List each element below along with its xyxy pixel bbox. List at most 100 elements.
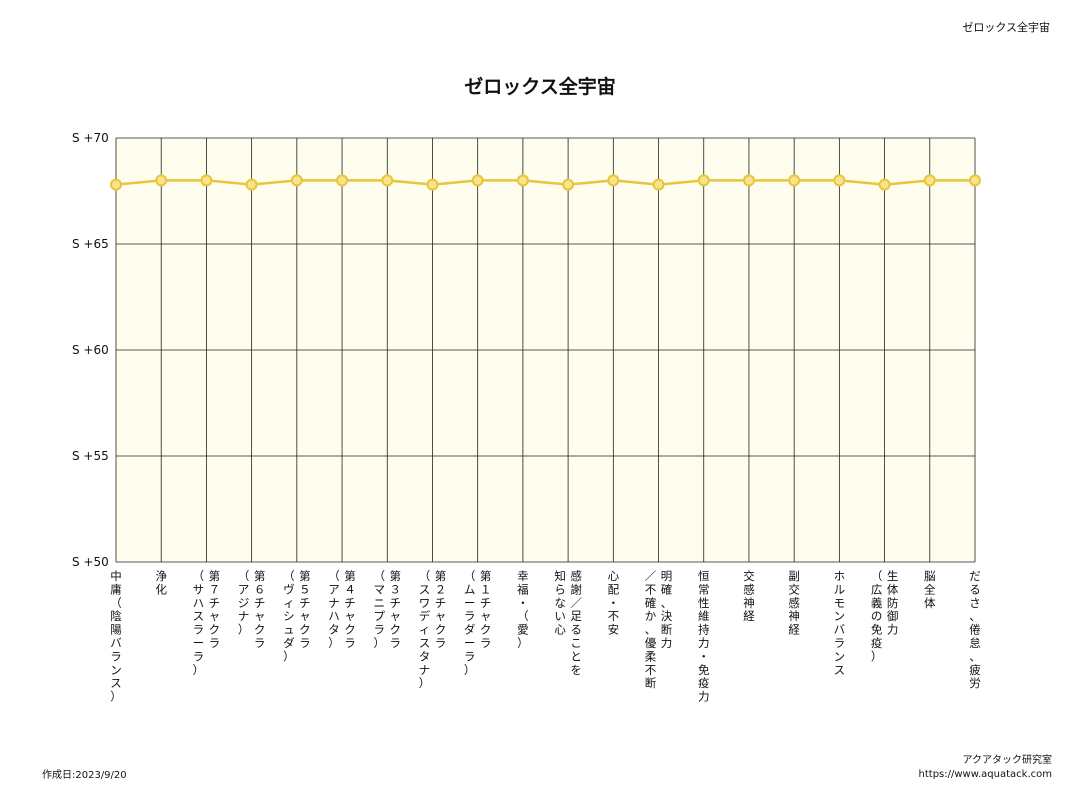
x-tick-char: ラ xyxy=(299,636,311,650)
x-tick-char: ／ xyxy=(645,569,657,583)
x-tick-char: サ xyxy=(193,582,205,596)
data-point xyxy=(426,178,439,191)
data-point xyxy=(652,178,665,191)
x-tick-char: ナ xyxy=(419,663,431,677)
x-tick-char: チ xyxy=(435,596,447,610)
x-tick-char: ラ xyxy=(254,636,266,650)
x-tick-char: 力 xyxy=(698,690,710,704)
data-point xyxy=(200,174,213,187)
x-tick-char: マ xyxy=(374,582,386,596)
x-tick-char: ク xyxy=(254,623,266,637)
x-tick-char: 不 xyxy=(608,609,620,623)
x-tick-char: チ xyxy=(254,596,266,610)
data-point xyxy=(245,178,258,191)
x-tick-char: ム xyxy=(464,582,476,596)
x-tick-char: 経 xyxy=(788,623,800,637)
y-tick-label: S +55 xyxy=(72,449,109,463)
x-tick-char: （ xyxy=(238,569,250,583)
data-point xyxy=(110,178,122,191)
data-point xyxy=(878,178,891,191)
x-tick-char: を xyxy=(570,663,582,677)
x-tick-char: ク xyxy=(299,623,311,637)
x-tick-char: ラ xyxy=(193,623,205,637)
x-tick-char: ン xyxy=(834,649,846,663)
x-tick-char: デ xyxy=(419,609,431,623)
x-tick-char: ） xyxy=(110,690,122,704)
x-tick-char: 足 xyxy=(570,609,582,623)
data-point xyxy=(516,174,529,187)
x-tick-char: 確 xyxy=(661,582,673,596)
x-tick-char: ラ xyxy=(374,623,386,637)
x-tick-char: プ xyxy=(374,609,386,623)
x-tick-char: 免 xyxy=(698,663,710,677)
x-tick-char: ー xyxy=(464,596,476,610)
x-tick-char: ン xyxy=(834,609,846,623)
x-tick-char: ラ xyxy=(390,636,402,650)
x-tick-labels: 中庸（陰陽バランス）浄化第７チャクラ（サハスラーラ）第６チャクラ（アジナ）第５チ… xyxy=(110,569,981,704)
x-tick-char: の xyxy=(871,609,883,623)
x-tick-char: ダ xyxy=(283,636,295,650)
x-tick-char: ス xyxy=(834,663,846,677)
x-tick-char: ５ xyxy=(299,582,311,596)
x-tick-char: バ xyxy=(834,623,846,637)
x-tick-char: ク xyxy=(390,623,402,637)
x-tick-char: 力 xyxy=(698,636,710,650)
x-tick-char: ） xyxy=(283,649,295,663)
x-tick-char: ャ xyxy=(254,609,266,623)
x-tick-char: 第 xyxy=(480,569,492,583)
x-tick-char: ュ xyxy=(283,623,295,637)
x-tick-char: ） xyxy=(328,636,340,650)
x-tick-char: ス xyxy=(193,609,205,623)
x-tick-char: ダ xyxy=(464,623,476,637)
x-tick-char: ラ xyxy=(193,649,205,663)
x-tick-char: 恒 xyxy=(698,569,710,583)
x-tick-char: ク xyxy=(344,623,356,637)
data-point xyxy=(290,174,303,187)
x-tick-char: ） xyxy=(419,676,431,690)
data-point xyxy=(381,174,394,187)
x-tick-char: シ xyxy=(283,609,295,623)
x-tick-char: 倦 xyxy=(969,623,981,637)
x-tick-char: １ xyxy=(480,582,492,596)
x-tick-char: 第 xyxy=(209,569,221,583)
x-tick-char: （ xyxy=(110,596,122,610)
x-tick-char: 怠 xyxy=(969,636,981,650)
x-tick-char: る xyxy=(570,623,582,637)
data-point xyxy=(923,174,936,187)
x-tick-char: と xyxy=(570,649,582,663)
x-tick-char: 第 xyxy=(254,569,266,583)
x-tick-char: ワ xyxy=(419,596,431,610)
x-tick-char: モ xyxy=(834,596,846,610)
x-tick-char: 福 xyxy=(517,582,529,596)
x-tick-char: タ xyxy=(328,623,340,637)
x-tick-char: ラ xyxy=(209,636,221,650)
x-tick-char: だ xyxy=(969,569,981,583)
x-tick-char: ャ xyxy=(390,609,402,623)
x-tick-label: 脳全体 xyxy=(924,569,936,610)
organization-name: アクアタック研究室 xyxy=(962,755,1053,766)
x-tick-char: ス xyxy=(419,582,431,596)
data-points xyxy=(110,174,981,191)
x-tick-char: 交 xyxy=(743,569,755,583)
chart-title: ゼロックス全宇宙 xyxy=(464,76,616,98)
x-tick-char: 体 xyxy=(887,582,899,596)
x-tick-char: 副 xyxy=(788,569,800,583)
x-tick-char: ニ xyxy=(374,596,386,610)
x-tick-char: 疲 xyxy=(969,663,981,677)
x-tick-char: 生 xyxy=(887,569,899,583)
x-tick-char: 優 xyxy=(645,636,657,650)
x-tick-char: 陰 xyxy=(110,609,122,623)
x-tick-char: 体 xyxy=(924,596,936,610)
data-point xyxy=(697,174,710,187)
x-tick-char: ラ xyxy=(344,636,356,650)
y-tick-label: S +70 xyxy=(72,131,109,145)
website-url[interactable]: https://www.aquatack.com xyxy=(918,769,1052,780)
x-tick-char: （ xyxy=(374,569,386,583)
x-tick-char: ） xyxy=(517,636,529,650)
x-tick-char: 御 xyxy=(887,609,899,623)
